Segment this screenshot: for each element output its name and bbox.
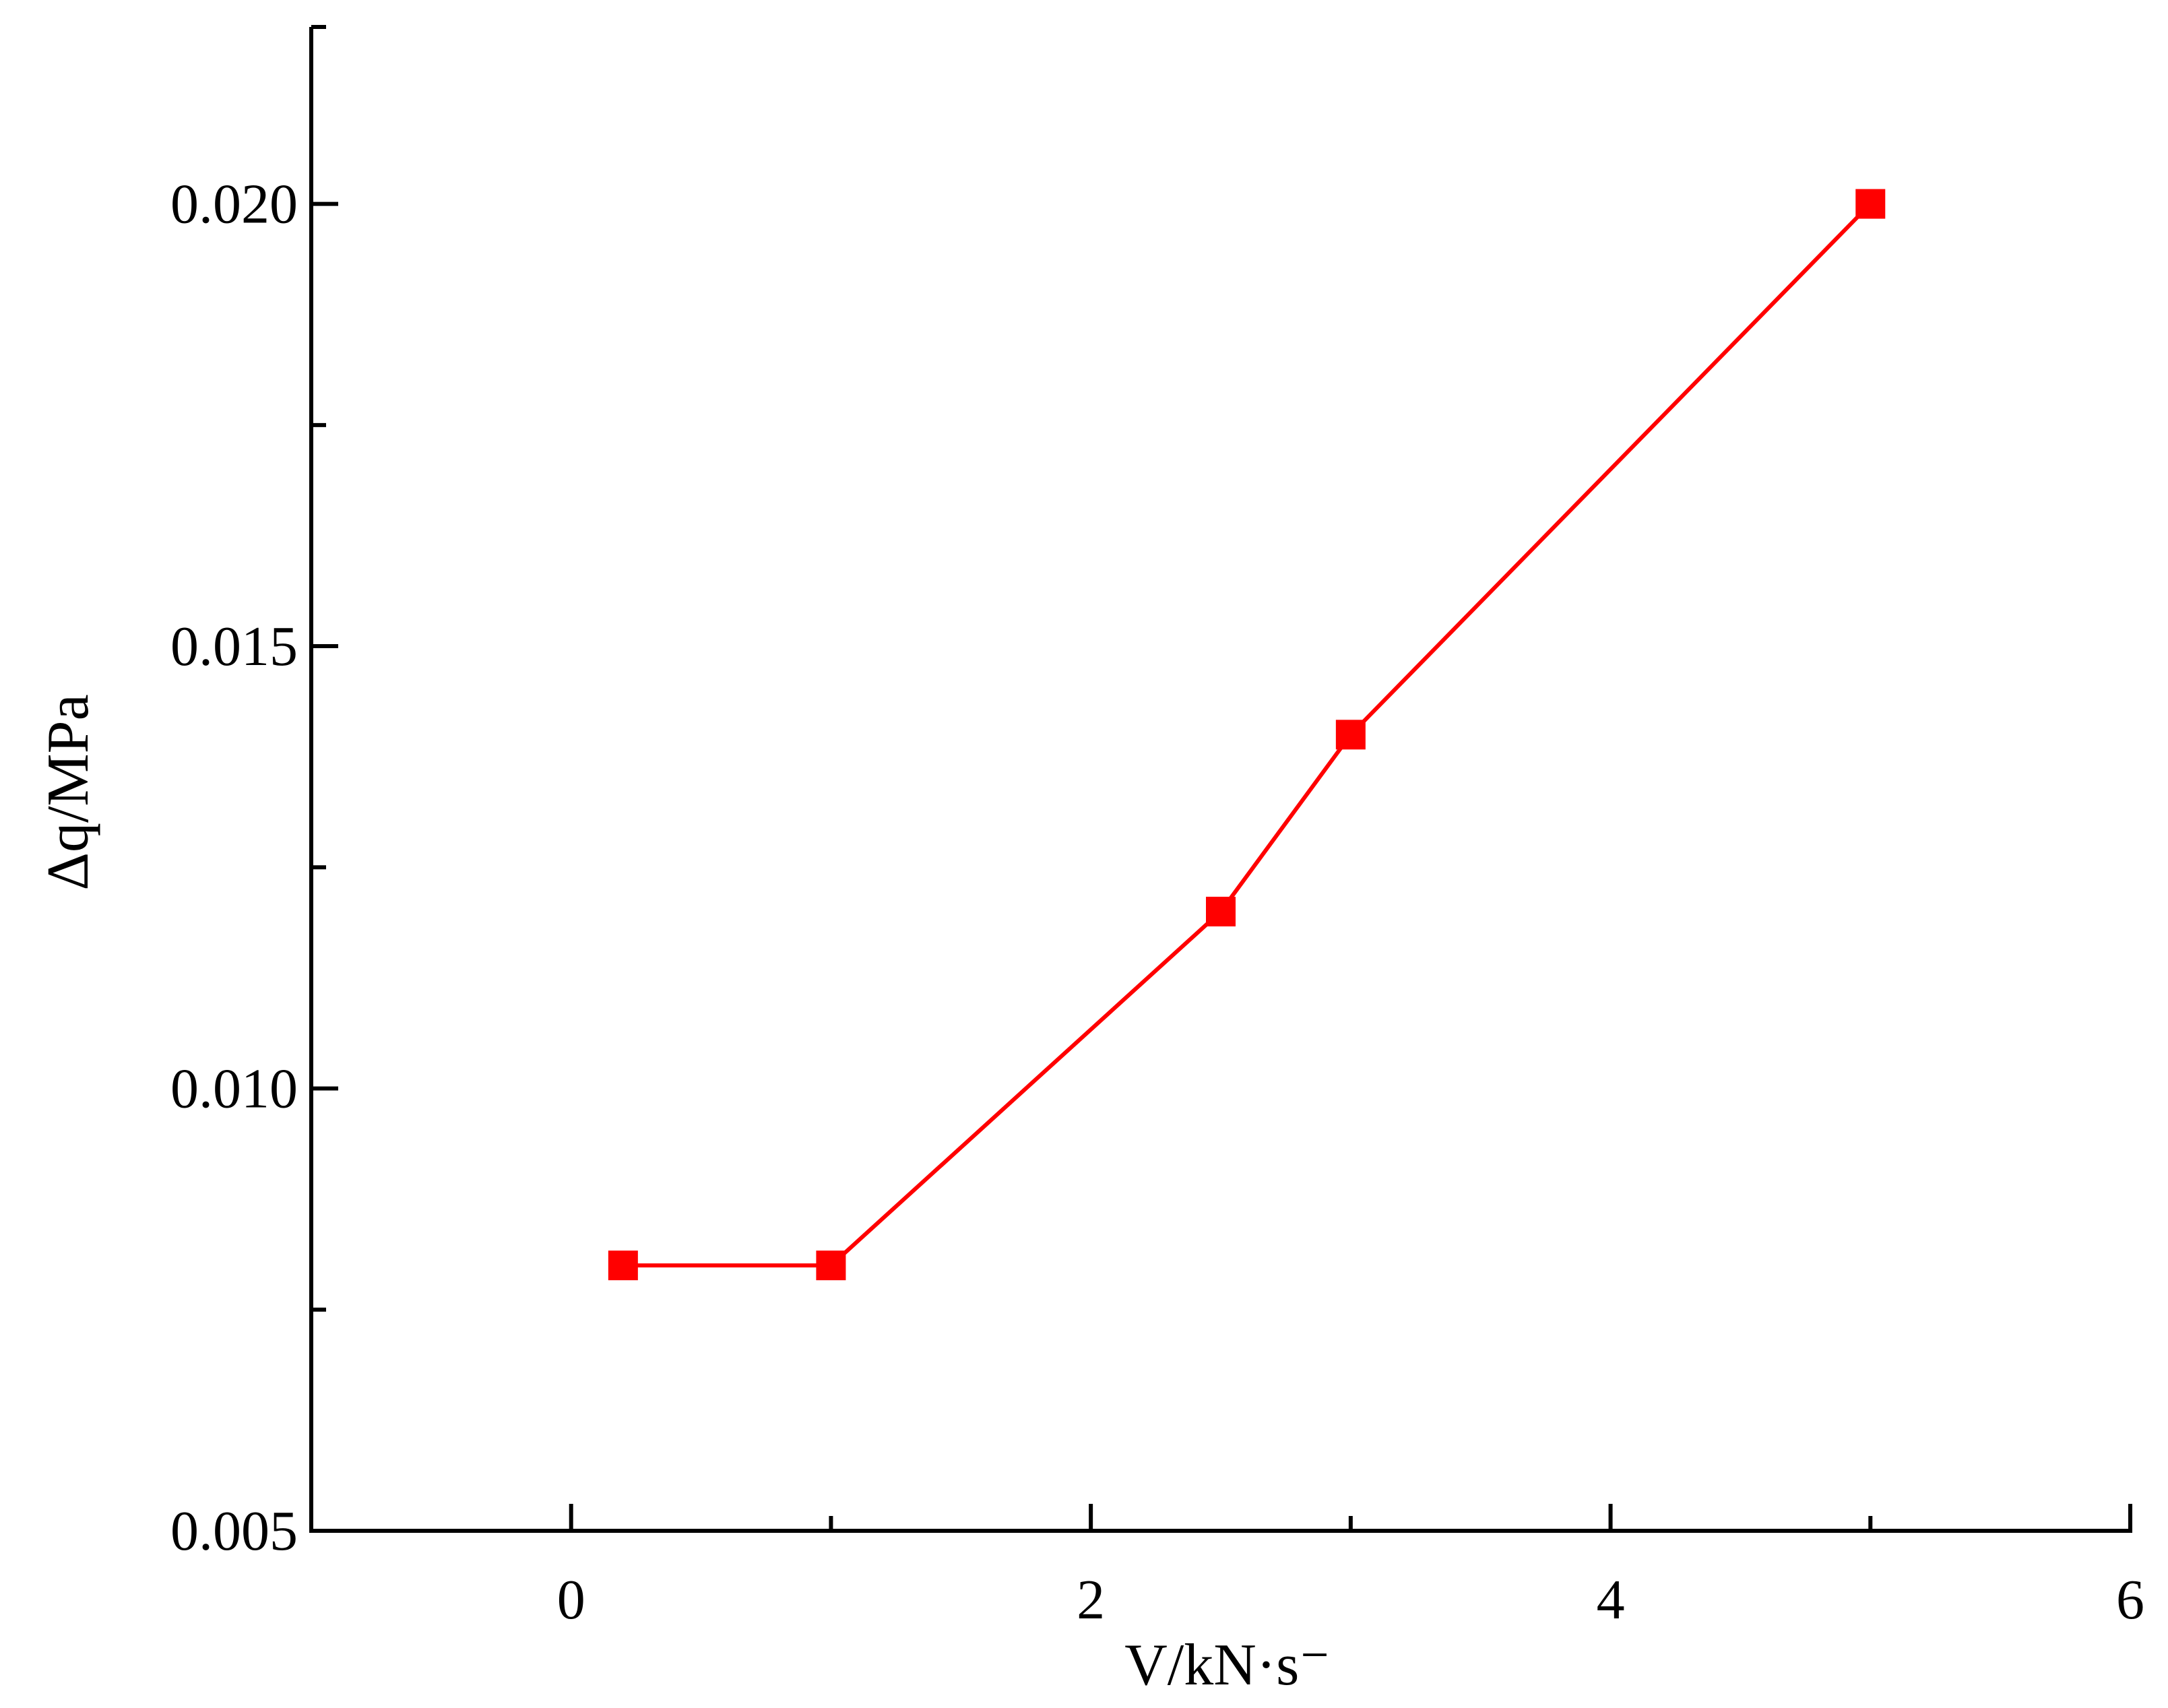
data-point-marker xyxy=(816,1251,846,1281)
x-tick-label: 2 xyxy=(1077,1569,1105,1631)
y-tick-label: 0.015 xyxy=(170,615,298,678)
x-axis-title: V/kN·s⁻ xyxy=(1124,1633,1331,1698)
data-point-marker xyxy=(608,1251,638,1281)
data-point-marker xyxy=(1855,189,1886,219)
y-tick-label: 0.010 xyxy=(170,1058,298,1120)
x-tick-label: 0 xyxy=(557,1569,585,1631)
x-tick-label: 6 xyxy=(2116,1569,2144,1631)
y-tick-label: 0.020 xyxy=(170,173,298,236)
axes xyxy=(309,25,2132,1533)
series-line xyxy=(623,202,1872,1268)
tick-labels: 0 2 4 6 0.005 0.010 0.015 0.020 xyxy=(170,173,2144,1631)
data-point-marker xyxy=(1335,720,1366,750)
y-tick-label: 0.005 xyxy=(170,1500,298,1562)
y-axis-title: Δq/MPa xyxy=(36,694,101,890)
x-tick-label: 4 xyxy=(1597,1569,1625,1631)
tick-marks xyxy=(311,201,2132,1533)
data-point-marker xyxy=(1206,896,1236,926)
series-group xyxy=(608,189,1886,1281)
